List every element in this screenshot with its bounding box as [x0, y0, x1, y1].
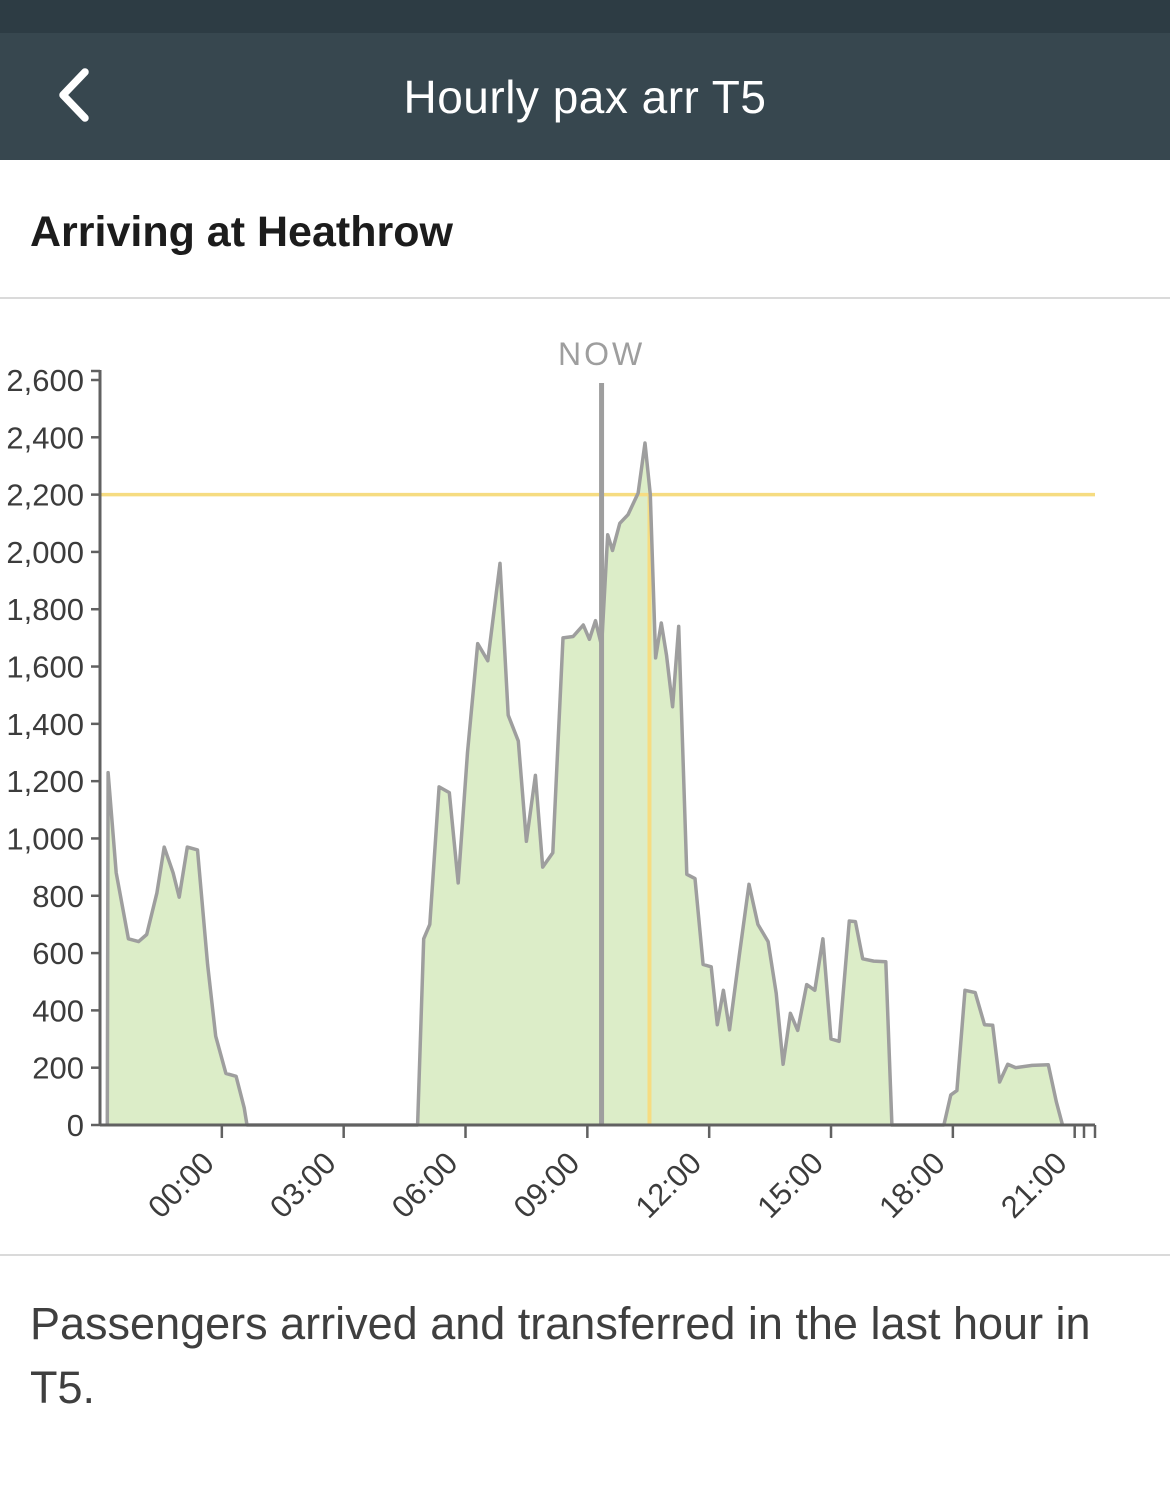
svg-text:12:00: 12:00 — [629, 1145, 709, 1225]
svg-text:800: 800 — [32, 879, 84, 914]
svg-text:2,200: 2,200 — [6, 478, 84, 513]
svg-text:1,200: 1,200 — [6, 764, 84, 799]
svg-text:1,600: 1,600 — [6, 650, 84, 685]
divider-top — [0, 297, 1170, 299]
svg-text:200: 200 — [32, 1051, 84, 1086]
divider-bottom — [0, 1254, 1170, 1256]
section-title: Arriving at Heathrow — [30, 208, 453, 256]
app-header: Hourly pax arr T5 — [0, 33, 1170, 160]
chevron-left-icon — [54, 66, 92, 127]
svg-text:NOW: NOW — [558, 336, 645, 372]
svg-text:06:00: 06:00 — [385, 1145, 465, 1225]
svg-text:1,800: 1,800 — [6, 592, 84, 627]
back-button[interactable] — [28, 33, 118, 160]
arrivals-chart-svg: NOW 0 200 400 600 800 1,000 1,200 1,400 1,600 1,80… — [6, 336, 1097, 1225]
svg-text:00:00: 00:00 — [141, 1145, 221, 1225]
svg-text:21:00: 21:00 — [994, 1145, 1074, 1225]
page-title: Hourly pax arr T5 — [403, 70, 767, 123]
svg-text:400: 400 — [32, 993, 84, 1028]
svg-text:2,000: 2,000 — [6, 535, 84, 570]
svg-text:1,400: 1,400 — [6, 707, 84, 742]
arrivals-chart: NOW 0 200 400 600 800 1,000 1,200 1,400 1,600 1,80… — [0, 299, 1170, 1254]
svg-text:0: 0 — [67, 1108, 84, 1143]
svg-text:09:00: 09:00 — [507, 1145, 587, 1225]
status-bar — [0, 0, 1170, 33]
footer-description: Passengers arrived and transferred in th… — [30, 1298, 1091, 1413]
svg-text:600: 600 — [32, 936, 84, 971]
svg-text:18:00: 18:00 — [872, 1145, 952, 1225]
svg-text:15:00: 15:00 — [750, 1145, 830, 1225]
svg-text:03:00: 03:00 — [263, 1145, 343, 1225]
svg-text:2,400: 2,400 — [6, 420, 84, 455]
svg-text:1,000: 1,000 — [6, 821, 84, 856]
svg-text:2,600: 2,600 — [6, 363, 84, 398]
